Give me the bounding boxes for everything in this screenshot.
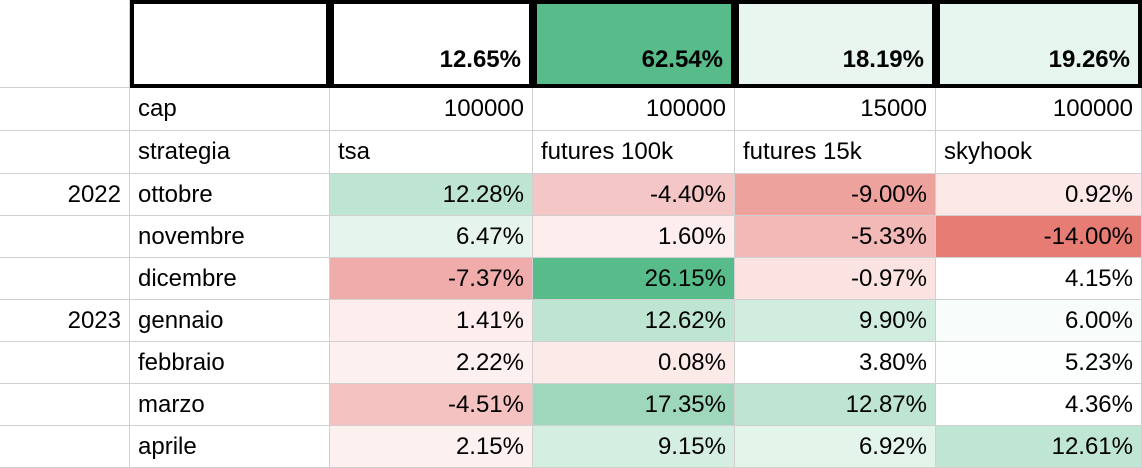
month-cell[interactable]: novembre [130,216,330,258]
return-cell[interactable]: -4.40% [533,174,735,216]
cap-value-cell[interactable]: 100000 [330,88,533,131]
month-cell[interactable]: gennaio [130,300,330,342]
year-cell[interactable] [0,426,130,468]
strategy-label[interactable]: strategia [130,131,330,174]
year-cell[interactable]: 2023 [0,300,130,342]
strategy-name-cell[interactable]: tsa [330,131,533,174]
return-cell[interactable]: -14.00% [936,216,1142,258]
month-cell[interactable]: dicembre [130,258,330,300]
year-cell[interactable] [0,258,130,300]
cap-value-cell[interactable]: 100000 [936,88,1142,131]
return-cell[interactable]: 4.36% [936,384,1142,426]
year-cell[interactable]: 2022 [0,174,130,216]
return-cell[interactable]: 12.61% [936,426,1142,468]
return-cell[interactable]: 0.92% [936,174,1142,216]
year-cell[interactable] [0,88,130,131]
return-cell[interactable]: 0.08% [533,342,735,384]
return-cell[interactable]: 3.80% [735,342,936,384]
return-cell[interactable]: -9.00% [735,174,936,216]
header-corner-cell[interactable] [0,0,130,88]
header-blank-cell[interactable] [130,0,330,88]
return-cell[interactable]: 9.90% [735,300,936,342]
return-cell[interactable]: 17.35% [533,384,735,426]
year-cell[interactable] [0,384,130,426]
strategy-name-cell[interactable]: skyhook [936,131,1142,174]
cap-value-cell[interactable]: 100000 [533,88,735,131]
return-cell[interactable]: -4.51% [330,384,533,426]
year-cell[interactable] [0,216,130,258]
return-cell[interactable]: 5.23% [936,342,1142,384]
total-cell-4[interactable]: 19.26% [936,0,1142,88]
return-cell[interactable]: -7.37% [330,258,533,300]
return-cell[interactable]: 2.22% [330,342,533,384]
total-cell-2[interactable]: 62.54% [533,0,735,88]
return-cell[interactable]: 9.15% [533,426,735,468]
year-cell[interactable] [0,131,130,174]
return-cell[interactable]: -0.97% [735,258,936,300]
return-cell[interactable]: 1.41% [330,300,533,342]
total-cell-1[interactable]: 12.65% [330,0,533,88]
return-cell[interactable]: 12.87% [735,384,936,426]
return-cell[interactable]: 6.92% [735,426,936,468]
cap-label[interactable]: cap [130,88,330,131]
month-cell[interactable]: ottobre [130,174,330,216]
return-cell[interactable]: 26.15% [533,258,735,300]
return-cell[interactable]: 6.47% [330,216,533,258]
return-cell[interactable]: 2.15% [330,426,533,468]
total-cell-3[interactable]: 18.19% [735,0,936,88]
return-cell[interactable]: 4.15% [936,258,1142,300]
month-cell[interactable]: marzo [130,384,330,426]
month-cell[interactable]: aprile [130,426,330,468]
strategy-name-cell[interactable]: futures 100k [533,131,735,174]
return-cell[interactable]: 12.28% [330,174,533,216]
return-cell[interactable]: 1.60% [533,216,735,258]
strategy-name-cell[interactable]: futures 15k [735,131,936,174]
return-cell[interactable]: 6.00% [936,300,1142,342]
year-cell[interactable] [0,342,130,384]
month-cell[interactable]: febbraio [130,342,330,384]
return-cell[interactable]: 12.62% [533,300,735,342]
cap-value-cell[interactable]: 15000 [735,88,936,131]
return-cell[interactable]: -5.33% [735,216,936,258]
